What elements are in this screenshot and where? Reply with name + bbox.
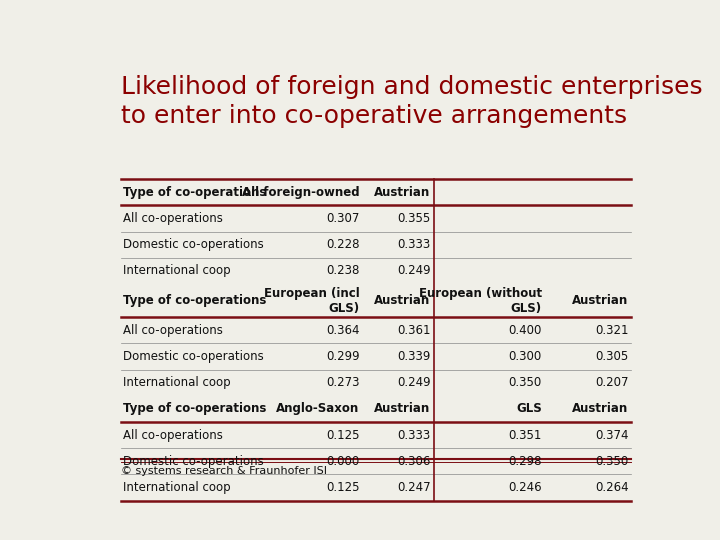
Text: 0.400: 0.400 [508, 324, 542, 337]
Text: © systems research & Fraunhofer ISI: © systems research & Fraunhofer ISI [121, 465, 327, 476]
Text: All foreign-owned: All foreign-owned [242, 186, 359, 199]
Text: 0.273: 0.273 [326, 376, 359, 389]
Text: 0.361: 0.361 [397, 324, 431, 337]
Text: 0.307: 0.307 [326, 212, 359, 225]
Text: 0.333: 0.333 [397, 238, 431, 251]
Text: Austrian: Austrian [572, 402, 629, 415]
Text: Austrian: Austrian [572, 294, 629, 307]
Text: GLS: GLS [516, 402, 542, 415]
Text: Domestic co-operations: Domestic co-operations [124, 455, 264, 468]
Text: 0.249: 0.249 [397, 376, 431, 389]
Text: 0.300: 0.300 [509, 350, 542, 363]
Text: 0.351: 0.351 [508, 429, 542, 442]
Text: 0.350: 0.350 [509, 376, 542, 389]
Text: Anglo-Saxon: Anglo-Saxon [276, 402, 359, 415]
Text: 0.305: 0.305 [595, 350, 629, 363]
Text: Austrian: Austrian [374, 186, 431, 199]
Text: Type of co-operations: Type of co-operations [124, 186, 267, 199]
Text: 0.125: 0.125 [326, 481, 359, 494]
Text: 0.246: 0.246 [508, 481, 542, 494]
Text: 0.249: 0.249 [397, 264, 431, 278]
Text: All co-operations: All co-operations [124, 212, 223, 225]
Text: Domestic co-operations: Domestic co-operations [124, 238, 264, 251]
Text: 0.264: 0.264 [595, 481, 629, 494]
Text: 0.000: 0.000 [326, 455, 359, 468]
Text: 0.298: 0.298 [508, 455, 542, 468]
Text: 0.247: 0.247 [397, 481, 431, 494]
Text: Domestic co-operations: Domestic co-operations [124, 350, 264, 363]
Text: Type of co-operations: Type of co-operations [124, 402, 267, 415]
Text: 0.207: 0.207 [595, 376, 629, 389]
Text: Likelihood of foreign and domestic enterprises
to enter into co-operative arrang: Likelihood of foreign and domestic enter… [121, 75, 702, 128]
Text: 0.355: 0.355 [397, 212, 431, 225]
Text: 0.374: 0.374 [595, 429, 629, 442]
Text: Austrian: Austrian [374, 402, 431, 415]
Text: 0.306: 0.306 [397, 455, 431, 468]
Text: 0.228: 0.228 [326, 238, 359, 251]
Text: 0.238: 0.238 [326, 264, 359, 278]
Text: 0.364: 0.364 [326, 324, 359, 337]
Text: 0.350: 0.350 [595, 455, 629, 468]
Text: 0.321: 0.321 [595, 324, 629, 337]
Text: European (without
GLS): European (without GLS) [419, 287, 542, 315]
Text: International coop: International coop [124, 264, 231, 278]
Text: Type of co-operations: Type of co-operations [124, 294, 267, 307]
Text: 0.333: 0.333 [397, 429, 431, 442]
Text: 0.339: 0.339 [397, 350, 431, 363]
Text: International coop: International coop [124, 481, 231, 494]
Text: European (incl
GLS): European (incl GLS) [264, 287, 359, 315]
Text: International coop: International coop [124, 376, 231, 389]
Text: 0.299: 0.299 [326, 350, 359, 363]
Text: All co-operations: All co-operations [124, 429, 223, 442]
Text: 0.125: 0.125 [326, 429, 359, 442]
Text: Austrian: Austrian [374, 294, 431, 307]
Text: All co-operations: All co-operations [124, 324, 223, 337]
